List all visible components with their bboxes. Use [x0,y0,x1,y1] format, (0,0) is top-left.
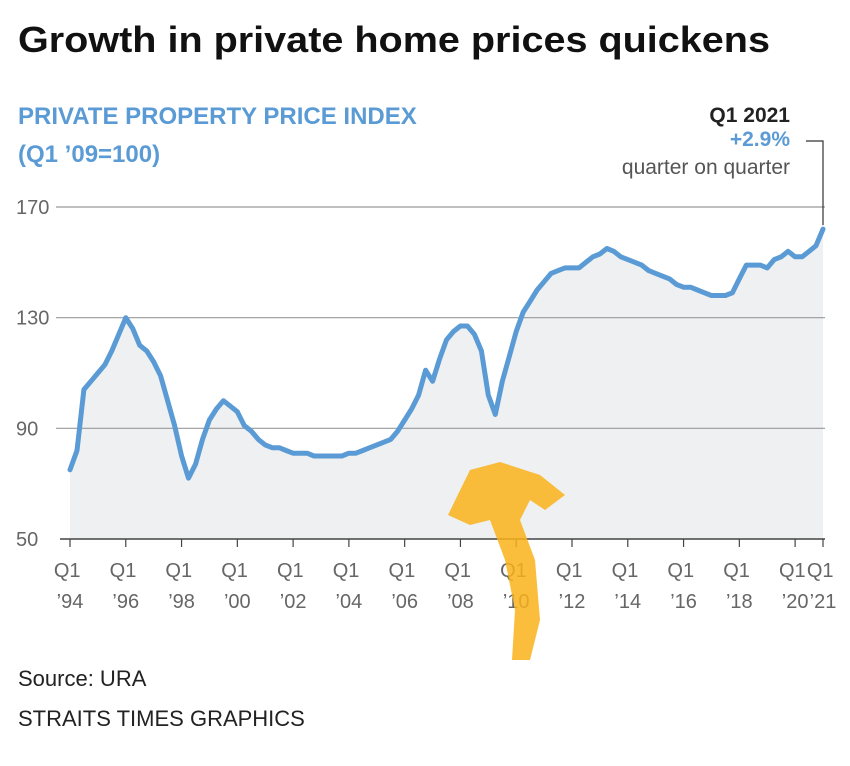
source: Source: URA [18,666,147,691]
subtitle: (Q1 ’09=100) [18,141,160,168]
area [70,229,823,539]
subtitle: PRIVATE PROPERTY PRICE INDEX [18,103,417,130]
x-tick-label: Q1 ’16 [667,560,699,613]
annotation-title: Q1 2021 [709,104,790,127]
x-tick-label: Q1 ’00 [221,560,253,613]
credit: STRAITS TIMES GRAPHICS [18,706,305,731]
annotation-leader [806,140,824,226]
y-tick-label: 130 [16,308,49,330]
x-tick-label: Q1 ’06 [389,560,421,613]
x-tick-label: Q1 ’20 [779,560,811,613]
x-tick-label: Q1 ’94 [54,560,86,613]
line [67,226,826,481]
x-tick-label: Q1 ’18 [723,560,755,613]
x-tick-label: Q1 ’12 [556,560,588,613]
x-tick-label: Q1 ’96 [110,560,142,613]
annotation-value: +2.9% [730,128,790,151]
x-tick-label: Q1 ’04 [333,560,365,613]
x-tick-label: Q1 ’21 [807,560,839,613]
x-tick-label: Q1 ’14 [612,560,644,613]
plot: 50 90 130 170 Q1 ’94 Q1 ’96 Q1 ’98 Q1 ’00 Q1 ’02… [16,140,839,613]
x-tick-label: Q1 ’08 [444,560,476,613]
chart-title: Growth in private home prices quickens [18,19,770,60]
x-tick-label: Q1 ’98 [165,560,197,613]
y-tick-label: 50 [16,529,38,551]
highlight-arrow [448,462,565,660]
y-tick-label: 170 [16,197,49,219]
annotation-note: quarter on quarter [622,156,790,179]
y-tick-label: 90 [16,418,38,440]
x-tick-label: Q1 ’02 [277,560,309,613]
